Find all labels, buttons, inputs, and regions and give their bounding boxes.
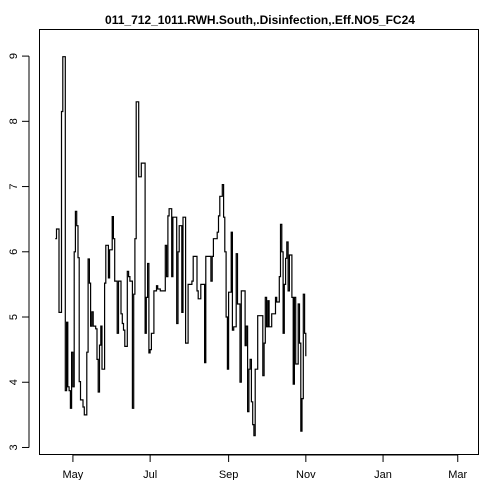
y-tick-label: 8 [8,118,20,124]
y-tick-label: 5 [8,314,20,320]
chart-title: 011_712_1011.RWH.South,.Disinfection,.Ef… [105,13,415,27]
series-line [55,56,307,437]
plot-frame [39,29,479,455]
y-axis: 3 4 5 6 7 8 9 [8,53,30,451]
y-tick-label: 3 [8,444,20,450]
y-tick-label: 6 [8,249,20,255]
x-tick-label: Jan [374,469,392,480]
x-tick-label: May [63,469,84,480]
x-tick-label: Nov [296,469,316,480]
y-tick-label: 7 [8,183,20,189]
x-axis: May Jul Sep Nov Jan Mar [63,454,468,480]
y-tick-label: 9 [8,53,20,59]
x-tick-label: Jul [143,469,157,480]
y-tick-label: 4 [8,379,20,385]
x-tick-label: Mar [448,469,467,480]
x-tick-label: Sep [219,469,239,480]
